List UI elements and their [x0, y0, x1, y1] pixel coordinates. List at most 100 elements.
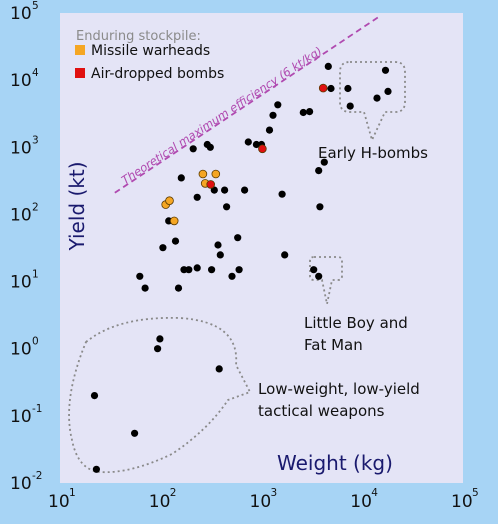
point-other-weapons-37	[281, 251, 289, 259]
x-tick-5: 10 5	[451, 487, 479, 512]
callout-little-boy-bubble	[309, 256, 343, 305]
y-tick-2: 10 2	[10, 201, 39, 225]
x-tick-label-exp: 2	[170, 487, 177, 499]
point-other-weapons-49	[373, 94, 381, 102]
point-other-weapons-45	[324, 62, 332, 70]
point-other-weapons-41	[315, 272, 323, 280]
legend-label-air-dropped: Air-dropped bombs	[91, 66, 224, 82]
y-axis-title: Yield (kt)	[65, 161, 89, 251]
callout-tactical-bubble	[68, 316, 252, 474]
point-other-weapons-44	[320, 158, 328, 166]
point-other-weapons-1	[92, 465, 100, 473]
point-other-weapons-43	[316, 203, 324, 211]
point-other-weapons-10	[171, 237, 180, 245]
point-other-weapons-13	[185, 266, 193, 274]
point-other-weapons-34	[269, 111, 277, 119]
y-tick--2: 10 -2	[10, 470, 42, 494]
x-tick-1: 10 1	[48, 487, 76, 512]
y-tick-label-exp: 2	[32, 201, 39, 213]
x-tick-4: 10 4	[350, 487, 378, 512]
point-other-weapons-28	[234, 234, 242, 242]
point-other-weapons-11	[174, 284, 183, 292]
annotation-little-boy-line2: Fat Man	[304, 336, 363, 354]
x-tick-label-exp: 3	[271, 487, 278, 499]
point-other-weapons-2	[131, 429, 139, 437]
x-tick-label-base: 10	[149, 492, 171, 512]
point-other-weapons-50	[381, 66, 390, 74]
y-tick-4: 10 4	[10, 67, 39, 91]
point-other-weapons-46	[327, 84, 335, 93]
y-tick-1: 10 1	[10, 269, 39, 293]
point-other-weapons-36	[278, 190, 286, 198]
point-other-weapons-51	[384, 87, 392, 95]
point-other-weapons-3	[154, 345, 162, 353]
point-other-weapons-27	[223, 203, 231, 211]
plot-area	[60, 13, 463, 483]
x-axis-title: Weight (kg)	[277, 451, 393, 475]
point-other-weapons-24	[206, 143, 214, 151]
point-other-weapons-18	[228, 272, 236, 280]
x-tick-3: 10 3	[250, 487, 278, 512]
y-tick-label-base: 10	[10, 474, 32, 494]
point-other-weapons-16	[214, 241, 222, 249]
point-other-weapons-4	[156, 335, 164, 343]
y-tick-label-exp: 4	[32, 67, 39, 79]
point-other-weapons-6	[136, 272, 144, 280]
point-missile-warheads-2	[169, 216, 179, 226]
point-other-weapons-33	[265, 126, 274, 134]
y-tick-label-base: 10	[10, 4, 32, 24]
y-tick-0: 10 0	[10, 336, 39, 360]
point-other-weapons-22	[193, 193, 201, 201]
y-tick-label-base: 10	[10, 340, 32, 360]
y-tick--1: 10 -1	[10, 403, 42, 427]
point-other-weapons-35	[274, 101, 282, 109]
y-tick-label-exp: 0	[32, 336, 39, 348]
x-tick-label-base: 10	[350, 492, 372, 512]
x-tick-label-exp: 4	[371, 487, 378, 499]
annotation-tactical-line1: Low-weight, low-yield	[258, 380, 420, 398]
x-tick-2: 10 2	[149, 487, 177, 512]
point-other-weapons-48	[346, 102, 354, 110]
y-tick-5: 10 5	[10, 0, 39, 24]
point-other-weapons-30	[244, 138, 252, 146]
y-tick-label-exp: -2	[32, 470, 42, 482]
y-tick-label-exp: 1	[32, 269, 39, 281]
data-points	[90, 62, 392, 473]
point-other-weapons-31	[252, 140, 260, 149]
point-other-weapons-20	[177, 174, 185, 182]
legend-title: Enduring stockpile:	[76, 29, 201, 44]
legend-label-missile: Missile warheads	[91, 43, 210, 59]
x-axis-ticks: 10 1 10 2 10 3 10 4 10 5	[48, 487, 479, 512]
point-missile-warheads-3	[198, 169, 208, 179]
point-other-weapons-17	[216, 251, 224, 259]
x-tick-label-exp: 1	[69, 487, 76, 499]
y-tick-label-base: 10	[10, 71, 32, 91]
point-air-dropped-bombs-0	[206, 180, 216, 189]
point-other-weapons-40	[310, 266, 318, 274]
annotation-little-boy-line1: Little Boy and	[304, 314, 408, 332]
callout-early-h-bombs-bubble	[339, 61, 406, 143]
point-other-weapons-39	[306, 108, 314, 116]
annotation-early-h-bombs: Early H-bombs	[318, 144, 428, 162]
point-other-weapons-42	[315, 167, 323, 175]
point-other-weapons-29	[241, 186, 249, 194]
x-tick-label-base: 10	[48, 492, 70, 512]
legend-swatch-air-dropped	[75, 68, 85, 78]
point-other-weapons-0	[90, 392, 99, 400]
x-tick-label-exp: 5	[472, 487, 479, 499]
y-tick-label-base: 10	[10, 138, 32, 158]
point-other-weapons-14	[193, 264, 201, 272]
y-tick-label-exp: 5	[32, 0, 39, 12]
y-tick-label-base: 10	[10, 205, 32, 225]
x-tick-label-base: 10	[451, 492, 473, 512]
y-tick-label-exp: 3	[32, 134, 39, 146]
y-tick-3: 10 3	[10, 134, 39, 158]
point-other-weapons-21	[189, 145, 197, 153]
y-tick-label-base: 10	[10, 273, 32, 293]
point-other-weapons-47	[344, 84, 352, 93]
reference-line	[114, 15, 381, 194]
y-tick-label-base: 10	[10, 407, 32, 427]
point-other-weapons-26	[221, 186, 229, 194]
point-other-weapons-7	[141, 284, 149, 292]
